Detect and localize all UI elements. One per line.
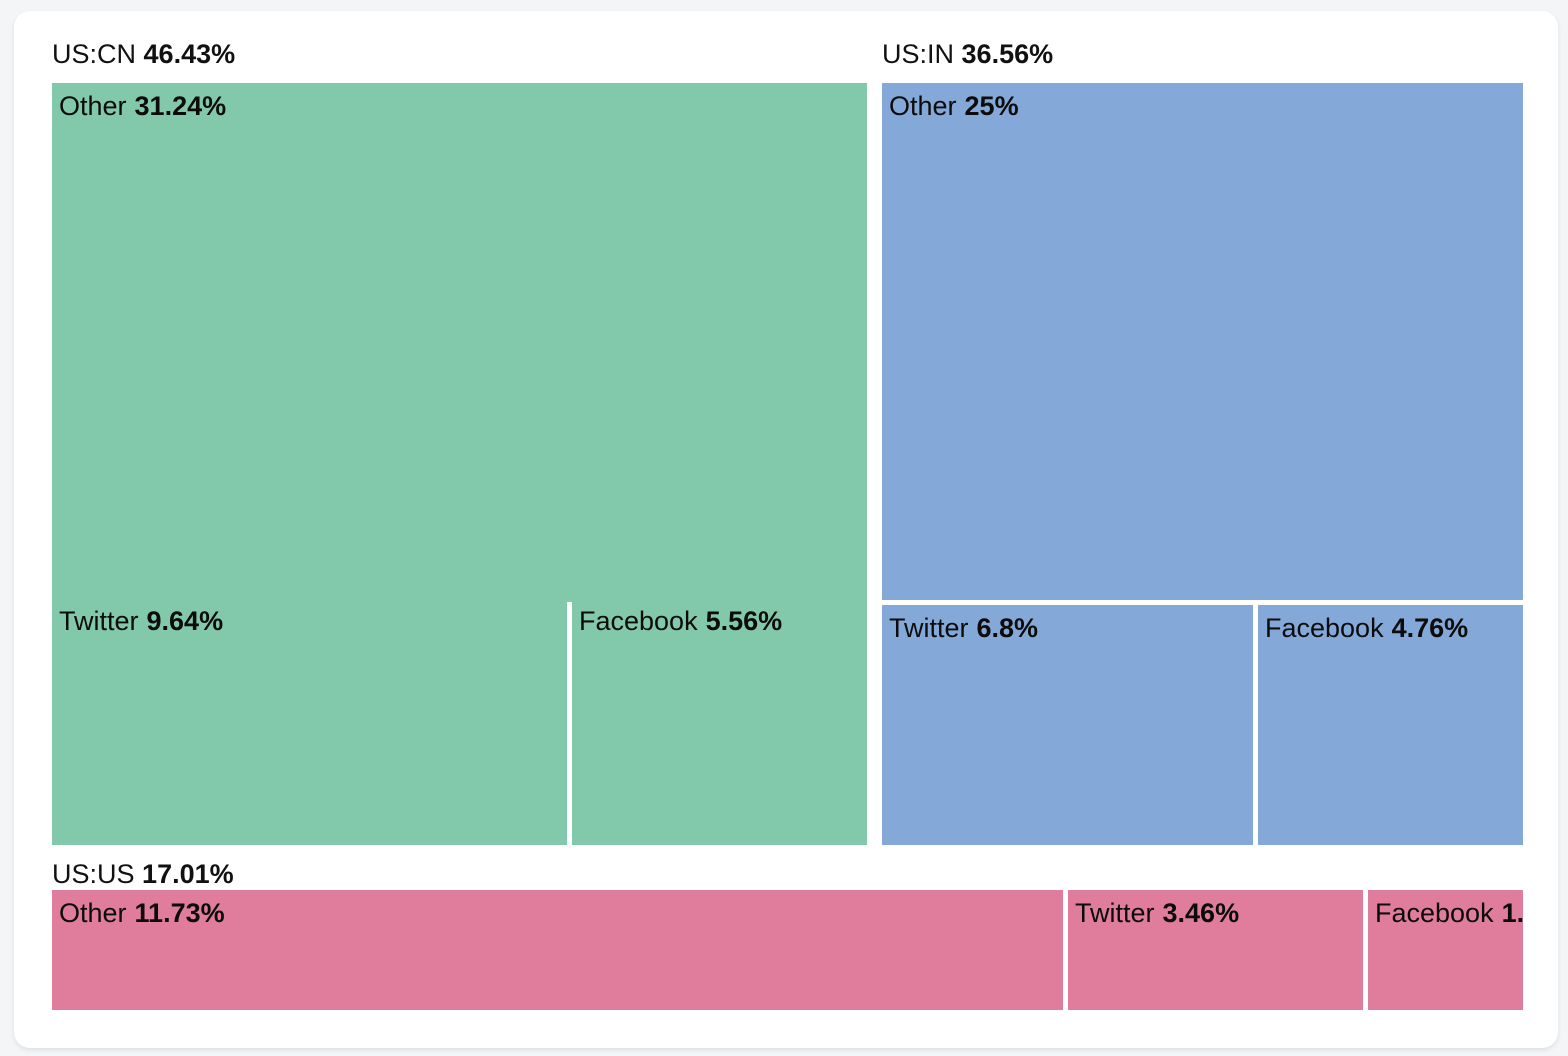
cell-percent: 6.8% — [976, 613, 1039, 643]
cell-label: Twitter — [1075, 898, 1155, 928]
cell-label: Twitter — [889, 613, 969, 643]
group-percent: 46.43% — [143, 39, 236, 69]
cell-label: Facebook — [579, 606, 698, 636]
cell-percent: 1.81% — [1501, 898, 1523, 928]
group-percent: 36.56% — [961, 39, 1054, 69]
group-header-us-cn: US:CN 46.43% — [52, 38, 235, 70]
treemap-cell-us-cn-facebook[interactable]: Facebook 5.56% — [572, 598, 867, 845]
cell-label: Facebook — [1375, 898, 1494, 928]
cell-label: Facebook — [1265, 613, 1384, 643]
group-header-us-us: US:US 17.01% — [52, 858, 234, 890]
cell-label: Other — [59, 91, 127, 121]
cell-label: Twitter — [59, 606, 139, 636]
cell-percent: 4.76% — [1391, 613, 1469, 643]
group-percent: 17.01% — [142, 859, 234, 889]
cell-label: Other — [59, 898, 127, 928]
treemap-cell-us-us-facebook[interactable]: Facebook 1.81% — [1368, 890, 1523, 1010]
group-label: US:CN — [52, 39, 137, 69]
cell-percent: 11.73% — [134, 898, 225, 928]
treemap-cell-us-cn-other[interactable]: Other 31.24% — [52, 83, 867, 602]
group-header-us-in: US:IN 36.56% — [882, 38, 1053, 70]
cell-percent: 25% — [964, 91, 1019, 121]
cell-percent: 3.46% — [1162, 898, 1240, 928]
treemap-cell-us-in-twitter[interactable]: Twitter 6.8% — [882, 605, 1253, 845]
treemap-cell-us-in-facebook[interactable]: Facebook 4.76% — [1258, 605, 1523, 845]
cell-percent: 9.64% — [146, 606, 224, 636]
cell-label: Other — [889, 91, 957, 121]
treemap-cell-us-us-twitter[interactable]: Twitter 3.46% — [1068, 890, 1363, 1010]
treemap-cell-us-cn-twitter[interactable]: Twitter 9.64% — [52, 598, 567, 845]
cell-percent: 5.56% — [705, 606, 783, 636]
group-label: US:IN — [882, 39, 955, 69]
treemap-cell-us-in-other[interactable]: Other 25% — [882, 83, 1523, 600]
treemap-card: US:CN 46.43% US:IN 36.56% US:US 17.01% O… — [14, 11, 1558, 1048]
group-label: US:US — [52, 859, 135, 889]
cell-percent: 31.24% — [134, 91, 227, 121]
treemap-cell-us-us-other[interactable]: Other 11.73% — [52, 890, 1063, 1010]
